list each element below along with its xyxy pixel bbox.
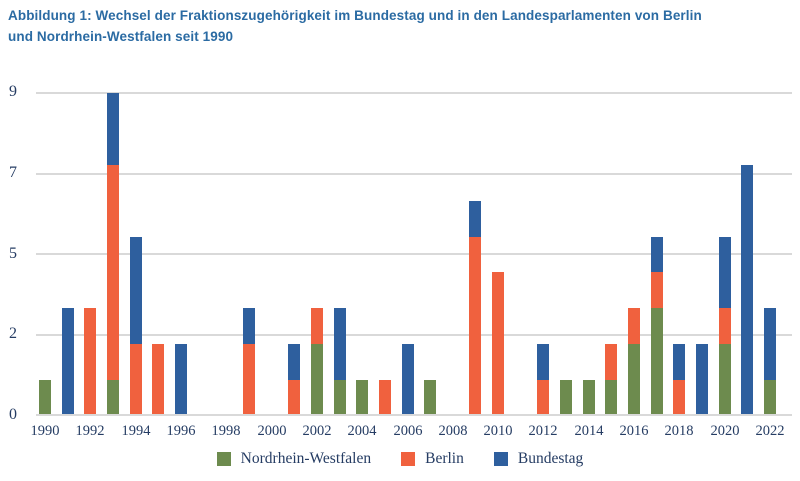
bar-segment-2017-berlin (651, 272, 663, 308)
x-axis-label-2014: 2014 (574, 423, 604, 439)
bar-segment-1994-bundestag (130, 237, 142, 344)
bar-segment-2019-bundestag (696, 344, 708, 416)
bar-segment-2020-berlin (719, 308, 731, 344)
bar-segment-2010-berlin (492, 272, 504, 416)
y-axis-label-2: 2 (9, 325, 17, 342)
x-axis-label-1992: 1992 (75, 423, 105, 439)
bar-segment-1992-berlin (84, 308, 96, 416)
bar-segment-2003-nordrhein-westfalen (334, 380, 346, 416)
x-axis-label-2020: 2020 (710, 423, 740, 439)
bar-segment-2022-nordrhein-westfalen (764, 380, 776, 416)
bar-segment-1995-berlin (152, 344, 164, 416)
bar-segment-2020-nordrhein-westfalen (719, 344, 731, 416)
x-axis-label-2016: 2016 (619, 423, 649, 439)
bar-segment-2021-bundestag (741, 165, 753, 416)
x-axis-label-2000: 2000 (257, 423, 287, 439)
legend: Nordrhein-Westfalen Berlin Bundestag (0, 450, 800, 468)
x-axis-label-2008: 2008 (438, 423, 468, 439)
x-axis-label-2004: 2004 (347, 423, 377, 439)
bar-segment-1996-bundestag (175, 344, 187, 416)
gridline-2 (36, 334, 792, 336)
bar-segment-2013-nordrhein-westfalen (560, 380, 572, 416)
bar-segment-2017-nordrhein-westfalen (651, 308, 663, 416)
legend-label: Berlin (425, 450, 464, 467)
bar-segment-1994-berlin (130, 344, 142, 416)
legend-swatch-blue (493, 452, 508, 466)
bar-segment-2012-berlin (537, 380, 549, 416)
bar-segment-2002-nordrhein-westfalen (311, 344, 323, 416)
figure-title-line1: Abbildung 1: Wechsel der Fraktionszugehö… (8, 8, 702, 23)
bar-segment-2004-nordrhein-westfalen (356, 380, 368, 416)
plot-area (36, 92, 792, 416)
bar-segment-2015-berlin (605, 344, 617, 380)
bar-segment-2001-berlin (288, 380, 300, 416)
x-axis-label-1996: 1996 (166, 423, 196, 439)
legend-item-nordrhein-westfalen: Nordrhein-Westfalen (216, 450, 372, 468)
bar-segment-1999-bundestag (243, 308, 255, 344)
x-axis-label-2006: 2006 (393, 423, 423, 439)
bar-segment-2005-berlin (379, 380, 391, 416)
bar-segment-2020-bundestag (719, 237, 731, 308)
bar-segment-2012-bundestag (537, 344, 549, 380)
bar-segment-1999-berlin (243, 344, 255, 416)
bar-segment-2009-bundestag (469, 201, 481, 237)
bar-segment-1990-nordrhein-westfalen (39, 380, 51, 416)
x-axis-label-2002: 2002 (302, 423, 332, 439)
figure-title: Abbildung 1: Wechsel der Fraktionszugehö… (8, 5, 788, 47)
x-axis-label-2018: 2018 (664, 423, 694, 439)
gridline-9 (36, 92, 792, 94)
legend-item-bundestag: Bundestag (493, 450, 584, 468)
y-axis-label-9: 9 (9, 83, 17, 100)
bar-segment-2014-nordrhein-westfalen (583, 380, 595, 416)
y-axis-label-7: 7 (9, 164, 17, 181)
y-axis-label-0: 0 (9, 406, 17, 423)
gridline-0 (36, 414, 792, 416)
legend-swatch-green (216, 452, 231, 466)
gridline-5 (36, 253, 792, 255)
legend-label: Nordrhein-Westfalen (240, 450, 372, 467)
x-axis-label-2022: 2022 (755, 423, 785, 439)
y-axis-label-5: 5 (9, 245, 17, 262)
figure-title-line2: und Nordrhein-Westfalen seit 1990 (8, 29, 234, 44)
bar-segment-2022-bundestag (764, 308, 776, 380)
bar-segment-2006-bundestag (402, 344, 414, 416)
bar-segment-2003-bundestag (334, 308, 346, 380)
bar-segment-2018-bundestag (673, 344, 685, 380)
bar-segment-2016-berlin (628, 308, 640, 344)
x-axis-label-1990: 1990 (30, 423, 60, 439)
legend-item-berlin: Berlin (401, 450, 464, 468)
bar-segment-2001-bundestag (288, 344, 300, 380)
x-axis-label-2012: 2012 (528, 423, 558, 439)
bar-segment-2009-berlin (469, 237, 481, 416)
x-axis-label-2010: 2010 (483, 423, 513, 439)
x-axis-label-1998: 1998 (211, 423, 241, 439)
bar-segment-1993-nordrhein-westfalen (107, 380, 119, 416)
legend-swatch-orange (401, 452, 416, 466)
bar-segment-2007-nordrhein-westfalen (424, 380, 436, 416)
bar-segment-1991-bundestag (62, 308, 74, 416)
bar-segment-2002-berlin (311, 308, 323, 344)
bar-segment-1993-bundestag (107, 93, 119, 165)
bar-segment-2015-nordrhein-westfalen (605, 380, 617, 416)
bar-segment-2017-bundestag (651, 237, 663, 272)
bar-segment-1993-berlin (107, 165, 119, 380)
bar-segment-2018-berlin (673, 380, 685, 416)
gridline-7 (36, 173, 792, 175)
legend-label: Bundestag (517, 450, 584, 467)
bar-segment-2016-nordrhein-westfalen (628, 344, 640, 416)
x-axis-label-1994: 1994 (121, 423, 151, 439)
